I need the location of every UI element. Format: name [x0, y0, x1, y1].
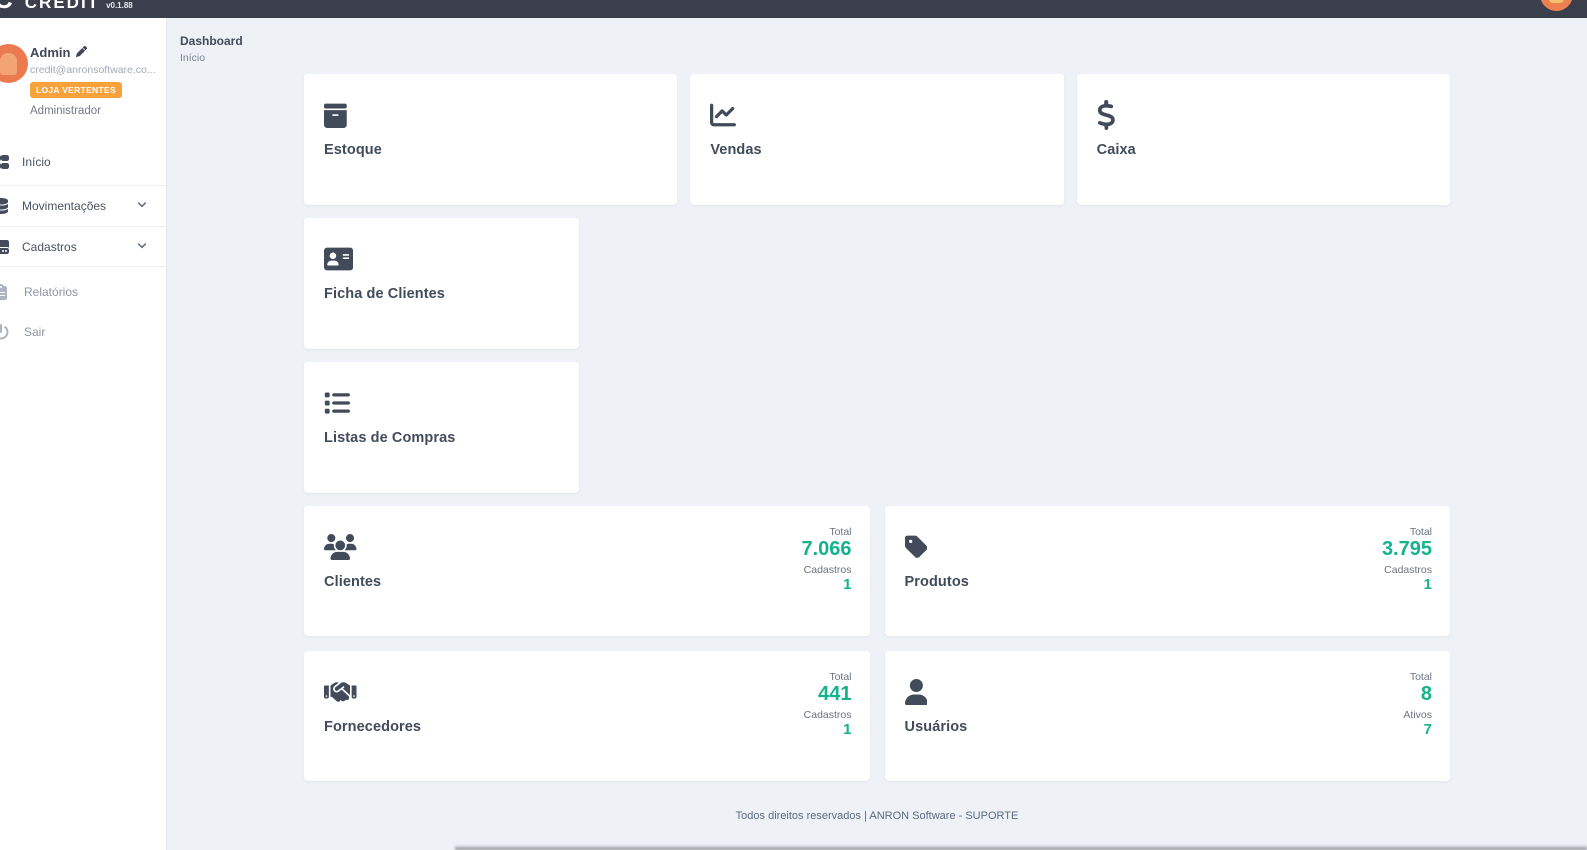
- card-clientes[interactable]: Clientes Total 7.066 Cadastros 1: [304, 506, 870, 636]
- stat-secondary-label: Cadastros: [803, 564, 852, 576]
- stat-values: Total 441 Cadastros 1: [804, 671, 852, 739]
- user-icon: [904, 678, 1431, 706]
- card-usuarios[interactable]: Usuários Total 8 Ativos 7: [884, 651, 1450, 781]
- card-label: Caixa: [1096, 142, 1136, 158]
- dashboard-grid: Estoque Vendas Caixa: [304, 74, 1450, 822]
- sidebar-item-inicio[interactable]: Início: [0, 143, 166, 180]
- box-archive-icon: [324, 101, 657, 129]
- stat-secondary-label: Cadastros: [803, 709, 852, 721]
- profile-name-text: Admin: [30, 45, 71, 60]
- chevron-down-icon[interactable]: [136, 199, 148, 214]
- stat-primary-value: 8: [1420, 683, 1432, 705]
- stat-primary-label: Total: [829, 526, 852, 538]
- stats-row-2: Fornecedores Total 441 Cadastros 1 Usuár…: [304, 651, 1450, 781]
- clipboard-icon: [0, 284, 11, 300]
- card-ficha-de-clientes[interactable]: Ficha de Clientes: [304, 218, 579, 349]
- edit-pencil-icon[interactable]: [76, 45, 88, 60]
- app-name: CREDIT: [24, 0, 101, 12]
- card-label: Ficha de Clientes: [324, 286, 445, 302]
- sidebar-item-cadastros[interactable]: Cadastros: [0, 226, 166, 267]
- breadcrumb-inicio[interactable]: Início: [180, 52, 206, 64]
- shortcut-row-2: Ficha de Clientes: [304, 218, 1450, 349]
- card-produtos[interactable]: Produtos Total 3.795 Cadastros 1: [884, 506, 1450, 636]
- card-label: Listas de Compras: [324, 430, 456, 446]
- sidebar-nav: Início Movimentações Cadastros: [0, 143, 166, 352]
- drive-icon: [0, 239, 9, 255]
- topbar-avatar[interactable]: [1540, 0, 1573, 11]
- stat-secondary-label: Ativos: [1403, 709, 1432, 721]
- database-icon: [0, 198, 9, 214]
- stats-row-1: Clientes Total 7.066 Cadastros 1 Produto…: [304, 506, 1450, 636]
- user-avatar[interactable]: [0, 44, 28, 83]
- stat-primary-value: 3.795: [1381, 538, 1432, 560]
- stat-secondary-value: 1: [843, 576, 852, 593]
- shortcut-row-3: Listas de Compras: [304, 362, 1450, 493]
- sidebar-item-label: Relatórios: [24, 285, 79, 299]
- sidebar-item-sair[interactable]: Sair: [0, 312, 166, 352]
- users-icon: [324, 533, 850, 561]
- logo-c-icon: C: [0, 0, 13, 14]
- stat-secondary-value: 1: [843, 721, 852, 738]
- card-vendas[interactable]: Vendas: [690, 74, 1064, 205]
- app-logo: C CREDIT v0.1.88: [0, 0, 133, 18]
- breadcrumb: Dashboard Início: [167, 18, 1587, 64]
- sidebar-item-label: Cadastros: [22, 239, 77, 254]
- power-icon: [0, 324, 11, 340]
- card-label: Estoque: [324, 142, 382, 158]
- card-fornecedores[interactable]: Fornecedores Total 441 Cadastros 1: [304, 651, 870, 781]
- card-label: Vendas: [710, 142, 762, 158]
- profile-name: Admin: [30, 45, 158, 60]
- page-title: Dashboard: [180, 34, 243, 48]
- profile-role: Administrador: [30, 105, 101, 117]
- card-label: Fornecedores: [324, 719, 422, 735]
- sidebar-item-label: Início: [22, 154, 51, 169]
- stat-values: Total 3.795 Cadastros 1: [1382, 526, 1432, 594]
- card-caixa[interactable]: Caixa: [1076, 74, 1450, 205]
- list-icon: [324, 389, 559, 417]
- card-listas-de-compras[interactable]: Listas de Compras: [304, 362, 579, 493]
- stat-secondary-value: 1: [1423, 576, 1432, 593]
- stat-values: Total 8 Ativos 7: [1403, 671, 1432, 739]
- stat-primary-label: Total: [829, 671, 852, 683]
- footer-copyright: Todos direitos reservados | ANRON Softwa…: [735, 810, 1019, 822]
- card-label: Usuários: [904, 719, 968, 735]
- card-label: Clientes: [324, 574, 382, 590]
- tag-icon: [904, 533, 1431, 561]
- dollar-icon: [1097, 100, 1430, 130]
- sidebar-item-relatorios[interactable]: Relatórios: [0, 272, 166, 312]
- chevron-down-icon[interactable]: [136, 239, 148, 254]
- stat-secondary-value: 7: [1423, 721, 1432, 738]
- sidebar-item-label: Sair: [24, 325, 46, 339]
- chart-line-icon: [710, 101, 1043, 129]
- app-version: v0.1.88: [106, 1, 133, 10]
- stat-values: Total 7.066 Cadastros 1: [801, 526, 851, 594]
- card-estoque[interactable]: Estoque: [304, 74, 678, 205]
- handshake-icon: [324, 678, 850, 706]
- stat-primary-label: Total: [1409, 526, 1432, 538]
- stat-primary-label: Total: [1409, 671, 1432, 683]
- topbar: C CREDIT v0.1.88: [0, 0, 1587, 18]
- sidebar: Admin credit@anronsoftware.co... LOJA VE…: [0, 18, 167, 850]
- stat-primary-value: 7.066: [801, 538, 852, 560]
- card-label: Produtos: [904, 574, 969, 590]
- address-card-icon: [324, 245, 559, 273]
- profile-email: credit@anronsoftware.co...: [30, 64, 156, 76]
- sidebar-item-movimentacoes[interactable]: Movimentações: [0, 185, 166, 226]
- sidebar-item-label: Movimentações: [22, 199, 107, 213]
- shortcut-row-1: Estoque Vendas Caixa: [304, 74, 1450, 205]
- stat-secondary-label: Cadastros: [1384, 564, 1432, 576]
- main-content: Dashboard Início Estoque Vendas: [167, 18, 1587, 850]
- profile-card: Admin credit@anronsoftware.co... LOJA VE…: [0, 18, 166, 135]
- store-badge: LOJA VERTENTES: [30, 82, 122, 98]
- stat-primary-value: 441: [818, 683, 852, 705]
- grid-icon: [0, 154, 9, 170]
